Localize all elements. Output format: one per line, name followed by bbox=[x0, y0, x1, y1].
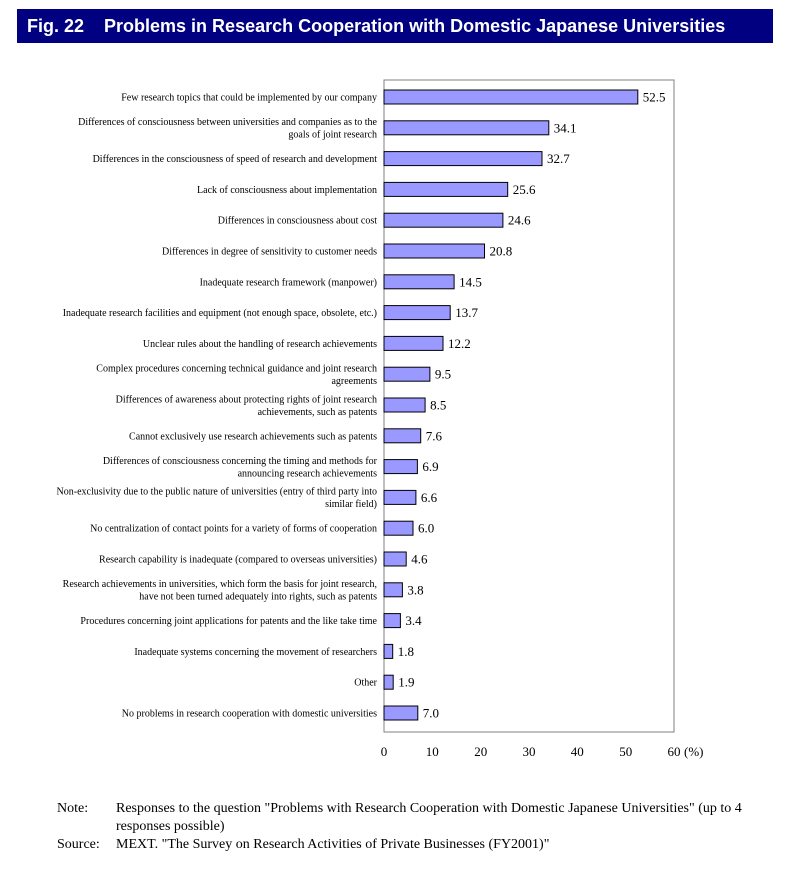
category-label: Inadequate systems concerning the moveme… bbox=[134, 647, 377, 658]
source-row: Source: MEXT. "The Survey on Research Ac… bbox=[57, 836, 747, 854]
value-label: 4.6 bbox=[411, 552, 428, 567]
category-label: Cannot exclusively use research achievem… bbox=[129, 431, 377, 442]
bar bbox=[383, 335, 444, 351]
figure-title: Problems in Research Cooperation with Do… bbox=[104, 16, 726, 36]
category-label: Few research topics that could be implem… bbox=[121, 93, 377, 104]
category-label: Unclear rules about the handling of rese… bbox=[143, 339, 377, 350]
bar bbox=[383, 705, 419, 721]
source-key: Source: bbox=[57, 837, 100, 852]
x-tick-label: 20 bbox=[474, 744, 487, 759]
bar bbox=[383, 613, 401, 629]
category-label: No problems in research cooperation with… bbox=[122, 709, 377, 720]
bar bbox=[383, 582, 403, 598]
bar bbox=[383, 181, 509, 197]
category-label: Other bbox=[354, 678, 377, 689]
value-label: 8.5 bbox=[430, 398, 446, 413]
note-key: Note: bbox=[57, 801, 89, 816]
notes: Note: Responses to the question "Problem… bbox=[57, 800, 747, 854]
category-label: Inadequate research facilities and equip… bbox=[63, 308, 377, 319]
bar bbox=[383, 674, 394, 690]
category-label: Differences in consciousness about cost bbox=[218, 216, 377, 227]
category-label: Procedures concerning joint applications… bbox=[80, 616, 377, 627]
bar bbox=[383, 397, 426, 413]
category-label: goals of joint research bbox=[288, 130, 377, 141]
bar-chart: Few research topics that could be implem… bbox=[57, 79, 704, 759]
category-label: Inadequate research framework (manpower) bbox=[200, 277, 377, 288]
category-label: Complex procedures concerning technical … bbox=[96, 363, 377, 374]
x-tick-label: 60 bbox=[668, 744, 681, 759]
value-label: 1.8 bbox=[398, 644, 414, 659]
plot-area-frame bbox=[383, 79, 675, 733]
value-label: 7.6 bbox=[426, 428, 443, 443]
value-label: 12.2 bbox=[448, 336, 471, 351]
value-label: 34.1 bbox=[554, 120, 577, 135]
category-label: No centralization of contact points for … bbox=[90, 524, 377, 535]
value-label: 3.8 bbox=[407, 582, 423, 597]
value-label: 6.9 bbox=[422, 459, 438, 474]
value-label: 1.9 bbox=[398, 675, 414, 690]
bar bbox=[383, 366, 431, 382]
value-label: 13.7 bbox=[455, 305, 478, 320]
x-tick-label: 50 bbox=[619, 744, 632, 759]
category-label: Lack of consciousness about implementati… bbox=[197, 185, 377, 196]
bar bbox=[383, 89, 639, 105]
category-label: Differences in the consciousness of spee… bbox=[93, 154, 378, 165]
bar bbox=[383, 459, 418, 475]
x-tick-label: 40 bbox=[571, 744, 584, 759]
category-label: similar field) bbox=[325, 499, 377, 510]
value-label: 6.0 bbox=[418, 521, 434, 536]
bar bbox=[383, 489, 417, 505]
category-label: have not been turned adequately into rig… bbox=[139, 592, 377, 603]
x-unit-label: (%) bbox=[684, 744, 704, 759]
bar bbox=[383, 643, 394, 659]
bar bbox=[383, 243, 485, 259]
x-tick-label: 10 bbox=[426, 744, 439, 759]
bar bbox=[383, 520, 414, 536]
category-label: Differences in degree of sensitivity to … bbox=[162, 247, 377, 258]
category-label: announcing research achievements bbox=[238, 468, 377, 479]
x-tick-label: 30 bbox=[523, 744, 536, 759]
note-row: Note: Responses to the question "Problem… bbox=[57, 800, 747, 836]
note-text: Responses to the question "Problems with… bbox=[116, 801, 742, 834]
category-label: Differences of consciousness concerning … bbox=[103, 456, 378, 467]
value-label: 52.5 bbox=[643, 90, 666, 105]
value-label: 32.7 bbox=[547, 151, 570, 166]
bar bbox=[383, 305, 451, 321]
value-label: 3.4 bbox=[405, 613, 422, 628]
bar bbox=[383, 274, 455, 290]
source-text: MEXT. "The Survey on Research Activities… bbox=[116, 837, 550, 852]
value-label: 24.6 bbox=[508, 213, 531, 228]
value-label: 25.6 bbox=[513, 182, 536, 197]
category-label: agreements bbox=[331, 376, 377, 387]
bar bbox=[383, 212, 504, 228]
value-label: 9.5 bbox=[435, 367, 451, 382]
value-label: 6.6 bbox=[421, 490, 438, 505]
category-label: Differences of awareness about protectin… bbox=[116, 394, 377, 405]
category-label: Research capability is inadequate (compa… bbox=[99, 555, 377, 566]
bar bbox=[383, 428, 422, 444]
value-label: 14.5 bbox=[459, 274, 482, 289]
x-tick-label: 0 bbox=[381, 744, 388, 759]
value-label: 7.0 bbox=[423, 706, 439, 721]
bar bbox=[383, 551, 407, 567]
value-label: 20.8 bbox=[490, 244, 513, 259]
bar bbox=[383, 151, 543, 167]
category-label: Research achievements in universities, w… bbox=[63, 579, 377, 590]
bar bbox=[383, 120, 550, 136]
category-label: Non-exclusivity due to the public nature… bbox=[57, 487, 377, 498]
category-label: Differences of consciousness between uni… bbox=[78, 117, 377, 128]
figure-title-bar: Fig. 22 Problems in Research Cooperation… bbox=[17, 9, 773, 43]
figure-number: Fig. 22 bbox=[27, 16, 85, 36]
category-label: achievements, such as patents bbox=[258, 407, 378, 418]
